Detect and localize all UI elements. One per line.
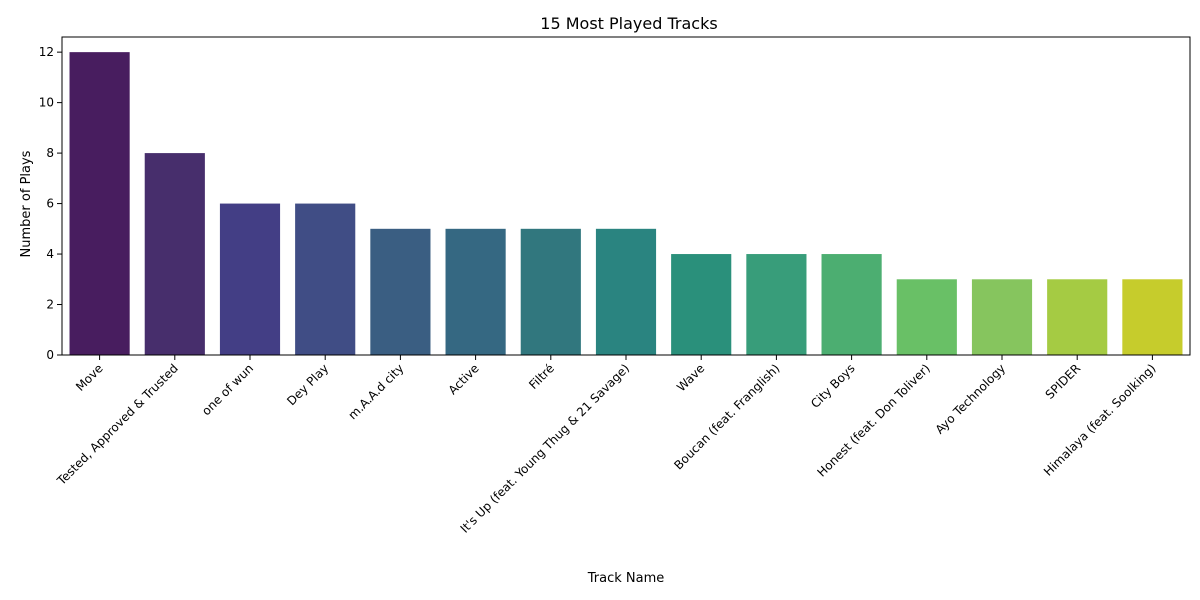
bars-group [69,52,1183,356]
x-tick-label: one of wun [199,361,256,418]
bar [520,228,581,355]
x-tick-label: Active [446,361,482,397]
bar [69,52,130,356]
y-tick-label: 0 [46,348,54,362]
y-axis-label: Number of Plays [19,150,34,257]
x-tick-label: Dey Play [284,361,331,408]
bar [1122,279,1183,355]
x-tick-label: Wave [674,361,707,394]
x-tick-label: Filtré [526,361,557,392]
bar [821,254,882,355]
x-tick-label: Tested, Approved & Trusted [54,361,181,488]
x-tick-label: It's Up (feat. Young Thug & 21 Savage) [458,361,633,536]
bar [445,228,506,355]
x-axis-label: Track Name [587,571,665,586]
y-tick-label: 10 [39,96,54,110]
y-axis: 0 2 4 6 8 10 12 [39,45,62,362]
x-tick-label: SPIDER [1043,361,1084,402]
y-tick-label: 2 [46,298,54,312]
x-tick-label: Ayo Technology [933,361,1009,437]
bar [746,254,807,355]
bar [370,228,431,355]
y-tick-label: 4 [46,247,54,261]
y-tick-label: 8 [46,146,54,160]
x-tick-label: Move [73,361,106,394]
bar [295,203,356,355]
plot-frame [61,36,1191,356]
bar [144,153,205,355]
bar [971,279,1033,355]
chart-title: 15 Most Played Tracks [540,14,717,33]
x-tick-label: m.A.A.d city [345,361,406,422]
bar [896,279,957,355]
bar [671,254,732,355]
bar [219,203,281,355]
bar [1047,279,1108,355]
y-tick-label: 12 [39,45,54,59]
bar [595,228,657,355]
y-tick-label: 6 [46,197,54,211]
x-tick-label: City Boys [808,361,858,411]
